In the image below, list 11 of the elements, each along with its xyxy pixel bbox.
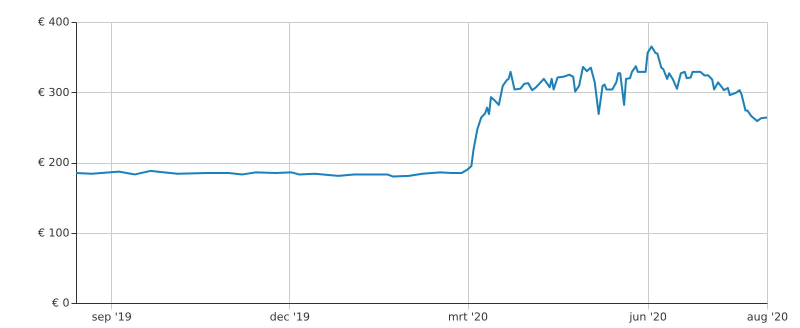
y-tick-label: € 400: [38, 16, 70, 28]
x-tick-label: mrt '20: [448, 310, 488, 324]
x-tick-label: dec '19: [270, 310, 310, 324]
y-tick-label: € 300: [38, 86, 70, 99]
x-tick-label: jun '20: [628, 310, 667, 324]
y-tick-label: € 100: [38, 226, 70, 240]
x-tick-label: aug '20: [746, 310, 788, 324]
line-series: [75, 46, 768, 178]
x-tick-label: sep '19: [92, 310, 132, 324]
y-tick-label: € 0: [52, 296, 70, 310]
y-tick-label: € 200: [38, 156, 70, 169]
